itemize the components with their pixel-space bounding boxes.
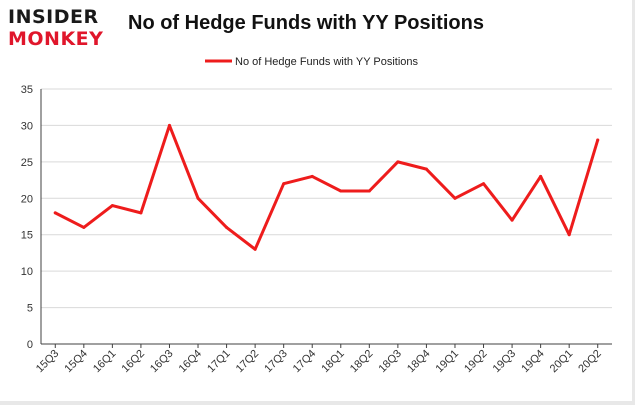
legend-label: No of Hedge Funds with YY Positions: [235, 56, 419, 68]
series-layer: [53, 123, 600, 251]
data-point: [453, 196, 457, 200]
x-tick-label: 20Q2: [576, 348, 604, 376]
data-point: [339, 189, 343, 193]
x-tick-label: 17Q1: [205, 348, 233, 376]
x-tick-label: 20Q1: [548, 348, 576, 376]
data-point: [482, 182, 486, 186]
x-tick-label: 18Q2: [348, 348, 376, 376]
data-point: [539, 174, 543, 178]
y-tick-label: 10: [21, 266, 33, 278]
x-tick-label: 18Q3: [376, 348, 404, 376]
x-tick-label: 18Q1: [319, 348, 347, 376]
data-point: [196, 196, 200, 200]
data-point: [82, 225, 86, 229]
series-line: [53, 123, 600, 251]
y-tick-label: 35: [21, 84, 33, 96]
y-tick-label: 20: [21, 193, 33, 205]
x-tick-label: 15Q4: [62, 348, 90, 376]
x-tick-label: 15Q3: [34, 348, 62, 376]
y-tick-label: 30: [21, 120, 33, 132]
x-tick-label: 16Q3: [148, 348, 176, 376]
y-tick-label: 15: [21, 230, 33, 242]
data-point: [510, 218, 514, 222]
gridlines: [41, 88, 612, 309]
x-tick-labels: 15Q3 15Q4 16Q1 16Q2 16Q3 16Q4 17Q1 17Q2 17Q3 17Q4…: [34, 348, 604, 376]
x-tick-label: 17Q3: [262, 348, 290, 376]
logo-text-insider: INSIDER: [8, 6, 99, 28]
data-point: [282, 182, 286, 186]
x-tick-label: 16Q1: [91, 348, 119, 376]
chart-title: No of Hedge Funds with YY Positions: [128, 12, 484, 34]
x-tick-label: 17Q2: [234, 348, 262, 376]
x-tick-label: 19Q3: [491, 348, 519, 376]
data-point: [424, 167, 428, 171]
y-tick-label: 25: [21, 157, 33, 169]
x-tick-label: 16Q2: [120, 348, 148, 376]
data-point: [367, 189, 371, 193]
y-tick-label: 0: [27, 339, 33, 351]
y-tick-label: 5: [27, 303, 33, 315]
data-point: [310, 174, 314, 178]
data-point: [53, 211, 57, 215]
x-tick-label: 16Q4: [177, 348, 205, 376]
logo-text-monkey: MONKEY: [8, 28, 104, 50]
data-point: [396, 160, 400, 164]
x-tick-label: 17Q4: [291, 348, 319, 376]
data-point: [596, 138, 600, 142]
x-tick-label: 18Q4: [405, 348, 433, 376]
insider-monkey-logo: INSIDER MONKEY: [8, 4, 120, 54]
x-tick-label: 19Q1: [434, 348, 462, 376]
data-point: [167, 123, 171, 127]
data-point: [225, 225, 229, 229]
data-point: [110, 204, 114, 208]
data-point: [253, 247, 257, 251]
axes: [40, 89, 612, 348]
legend: No of Hedge Funds with YY Positions: [205, 56, 419, 68]
x-tick-label: 19Q4: [519, 348, 547, 376]
data-point: [567, 233, 571, 237]
y-tick-labels: 0 5 10 15 20 25 30 35: [21, 84, 33, 351]
data-point: [139, 211, 143, 215]
x-tick-label: 19Q2: [462, 348, 490, 376]
